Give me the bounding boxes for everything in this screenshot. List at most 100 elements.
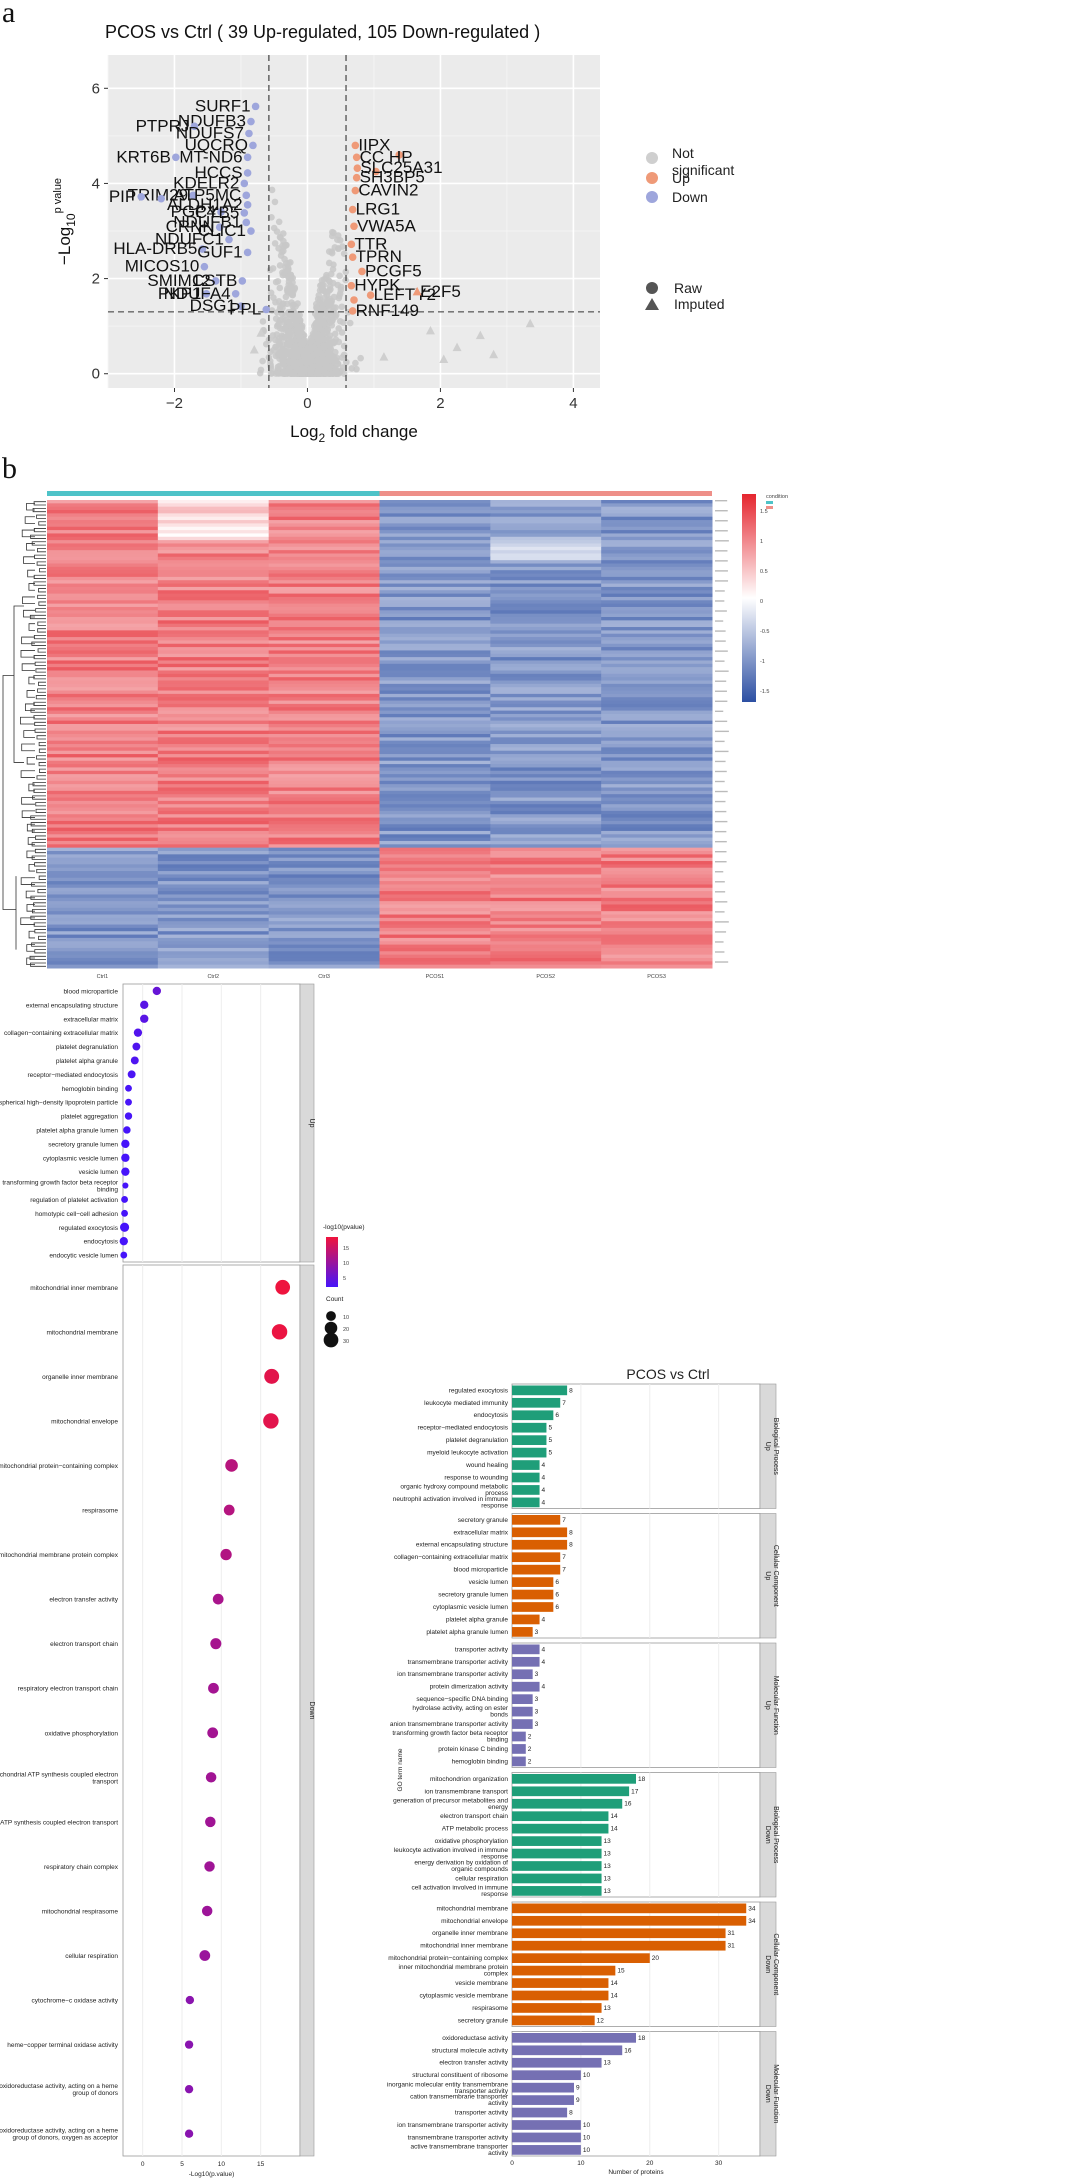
heatmap-cell <box>268 583 380 588</box>
heatmap-legend-title: condition <box>766 494 788 500</box>
heatmap-cell <box>157 643 270 648</box>
heatmap-cell <box>157 777 270 782</box>
heatmap: Ctrl1 Ctrl2 Ctrl3 PCOS1 PCOS2 PCOS3 condition 1… <box>2 491 788 980</box>
barplot-term: electron transport chain <box>440 1813 508 1820</box>
barplot-strip-label: Molecular Function <box>772 2064 779 2123</box>
heatmap-cell <box>157 723 270 728</box>
volcano-tick-label-x: 4 <box>569 395 577 412</box>
heatmap-cell <box>268 911 380 916</box>
heatmap-cell <box>490 590 602 595</box>
dotplot-down-dot <box>210 1638 222 1650</box>
heatmap-cell <box>379 927 491 932</box>
heatmap-cell <box>47 921 159 926</box>
heatmap-row-label <box>715 640 726 642</box>
heatmap-cell <box>268 640 380 645</box>
heatmap-cell <box>379 603 491 608</box>
volcano-ns-point <box>326 283 334 290</box>
heatmap-cell <box>490 687 602 692</box>
barplot-term: electron transfer activity <box>439 2060 508 2067</box>
barplot-bar <box>512 1848 602 1859</box>
heatmap-cell <box>268 797 380 802</box>
volcano-ns-point <box>276 340 284 348</box>
dotplot-up-term: binding <box>97 1187 118 1194</box>
barplot-bar <box>512 1915 747 1926</box>
heatmap-cell <box>601 713 713 718</box>
heatmap-cell <box>268 510 380 514</box>
heatmap-cell <box>379 881 491 885</box>
heatmap-cell <box>157 814 270 819</box>
barplot-bar <box>512 1435 547 1446</box>
volcano-ns-point <box>293 349 301 357</box>
heatmap-cell <box>268 744 380 748</box>
heatmap-cell <box>490 550 602 554</box>
barplot-term: active transmembrane transporter <box>410 2144 508 2151</box>
heatmap-cell <box>490 810 602 815</box>
heatmap-cell <box>490 961 602 966</box>
legend-label: Not <box>672 145 694 161</box>
legend-swatch <box>646 172 658 184</box>
dotplot-up-term: vesicle lumen <box>79 1169 119 1176</box>
heatmap-cell <box>47 703 159 708</box>
volcano-ns-point <box>336 272 343 280</box>
heatmap-cell <box>601 894 713 899</box>
barplot-value-label: 13 <box>604 1888 612 1895</box>
dotplot-down-dot <box>208 1682 219 1694</box>
heatmap-cell <box>490 677 602 682</box>
volcano-down-label: PGP4 <box>171 202 216 221</box>
heatmap-cell <box>601 727 713 732</box>
volcano-ns-point <box>284 264 292 271</box>
barplot-strip-label: Biological Process <box>772 1418 779 1476</box>
heatmap-row-label <box>715 550 728 552</box>
heatmap-cell <box>490 911 602 916</box>
heatmap-cell <box>268 767 380 772</box>
heatmap-cell <box>47 723 159 728</box>
volcano-down-point <box>172 153 180 162</box>
barplot-term: transporter activity <box>455 2110 509 2117</box>
heatmap-cell <box>490 747 602 752</box>
barplot-term: organic hydroxy compound metabolic <box>400 1484 508 1491</box>
barplot-bar <box>512 1836 602 1846</box>
barplot-term: structural molecule activity <box>432 2047 509 2054</box>
heatmap-cell <box>379 964 491 969</box>
barplot-term: vesicle lumen <box>469 1579 509 1586</box>
barplot-strip <box>759 1513 777 1639</box>
heatmap-cell <box>268 713 380 718</box>
heatmap-cell <box>379 894 491 899</box>
barplot-xlabel: Number of proteins <box>608 2169 664 2176</box>
heatmap-cell <box>268 543 380 548</box>
volcano-up-label: TTR <box>354 234 387 253</box>
dotplot-down-term: organelle inner membrane <box>42 1374 118 1381</box>
barplot-term: inner mitochondrial membrane protein <box>399 1964 509 1971</box>
heatmap-cell <box>490 563 602 568</box>
dotplot-down-term: group of donors, oxygen as acceptor <box>12 2135 118 2142</box>
heatmap-cell <box>601 887 713 892</box>
barplot-value-label: 10 <box>583 2072 591 2079</box>
volcano-down-point <box>157 194 165 203</box>
heatmap-cell <box>490 937 602 942</box>
heatmap-cell <box>379 734 491 738</box>
dotplot-down-dot <box>220 1548 232 1561</box>
heatmap-cell <box>157 673 270 678</box>
volcano-ns-imputed-point <box>425 325 435 335</box>
dotplot-up-dot <box>140 1014 149 1023</box>
dotplot-down-term: mitochondrial ATP synthesis coupled elec… <box>0 1771 118 1778</box>
dotplot-up-term: endocytosis <box>84 1239 119 1246</box>
heatmap-cell <box>490 680 602 685</box>
heatmap-cell <box>157 907 270 912</box>
heatmap-cell <box>157 503 270 508</box>
heatmap-row-label <box>715 830 727 833</box>
heatmap-cell <box>490 864 602 869</box>
heatmap-cell <box>379 787 491 792</box>
barplot-term: ion transmembrane transporter activity <box>397 2122 509 2129</box>
dotplot-down-dot <box>263 1413 279 1429</box>
heatmap-cell <box>47 573 159 578</box>
barplot-value-label: 2 <box>528 1733 532 1740</box>
heatmap-cell <box>47 931 159 936</box>
barplot-value-label: 6 <box>555 1579 559 1586</box>
volcano-ns-point <box>332 366 340 373</box>
barplot-bar <box>512 1656 540 1667</box>
volcano-ns-point <box>329 228 336 236</box>
heatmap-cell <box>157 924 270 929</box>
barplot-term: response <box>481 1854 508 1861</box>
heatmap-row-label <box>715 820 728 823</box>
